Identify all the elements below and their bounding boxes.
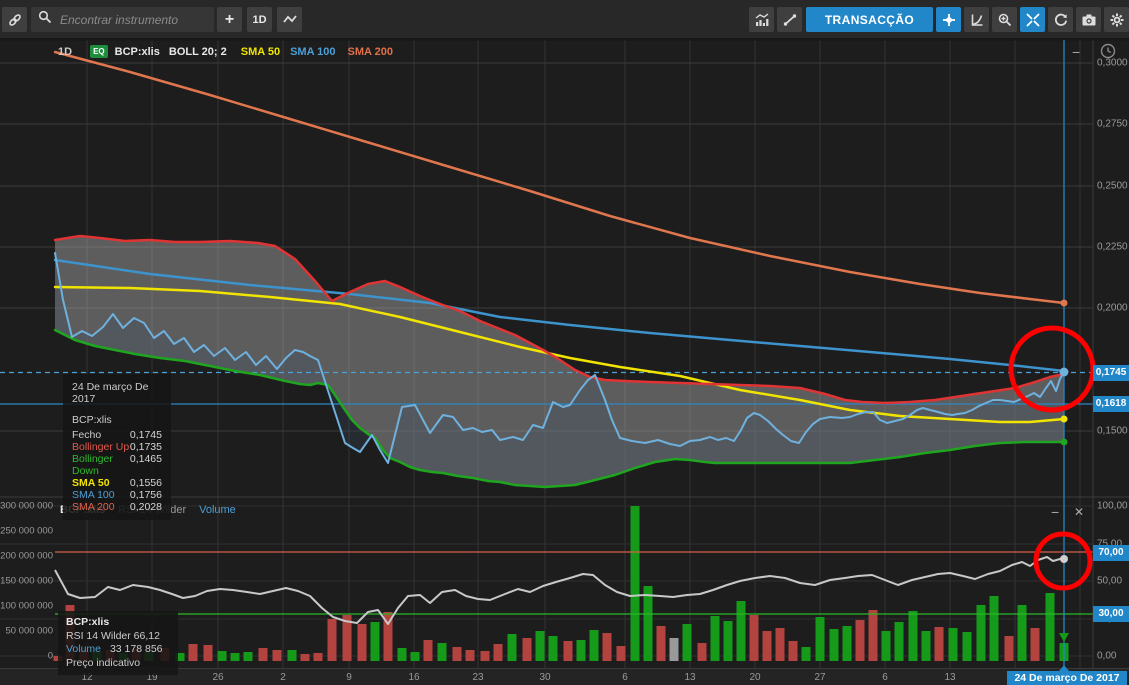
zoom-in-icon bbox=[997, 12, 1013, 28]
rsi-axis-tick: 75,00 bbox=[1097, 538, 1123, 550]
collapse-arrows-icon bbox=[1025, 12, 1041, 28]
price-axis-tick: 0,2000 bbox=[1097, 302, 1128, 314]
add-button[interactable]: + bbox=[217, 7, 242, 32]
date-badge-pointer bbox=[1059, 665, 1069, 671]
lower-tooltip-volume: Volume 33 178 856 bbox=[66, 643, 163, 655]
x-axis-label: 30 bbox=[539, 672, 551, 683]
gear-icon bbox=[1109, 12, 1125, 28]
volume-axis-tick: 250 000 000 bbox=[0, 525, 53, 537]
screenshot-button[interactable] bbox=[1076, 7, 1101, 32]
rsi-axis-badge: 30,00 bbox=[1093, 606, 1129, 622]
indicator-button[interactable] bbox=[749, 7, 774, 32]
legend-sma100[interactable]: SMA 100 bbox=[290, 45, 336, 58]
price-axis-tick: 0,1500 bbox=[1097, 425, 1128, 437]
instrument-search[interactable] bbox=[31, 7, 214, 32]
rsi-axis-badge: 70,00 bbox=[1093, 545, 1129, 561]
tooltip-row-sma50: SMA 50 0,1556 bbox=[72, 477, 162, 489]
price-axis-tick: 0,3000 bbox=[1097, 57, 1128, 69]
x-axis-label: 19 bbox=[146, 672, 158, 683]
clock-icon[interactable] bbox=[1099, 42, 1117, 65]
main-panel-minimize-button[interactable]: − bbox=[1072, 44, 1081, 60]
lower-panel-tooltip: BCP:xlis RSI 14 Wilder 66,12 Volume 33 1… bbox=[58, 611, 178, 675]
x-axis-label: 26 bbox=[212, 672, 224, 683]
x-axis-label: 12 bbox=[81, 672, 93, 683]
interval-button[interactable]: 1D bbox=[247, 7, 272, 32]
link-icon bbox=[7, 12, 23, 28]
trendline-icon bbox=[782, 12, 798, 28]
lower-tooltip-rsi: RSI 14 Wilder 66,12 bbox=[66, 629, 160, 642]
transaction-button[interactable]: TRANSACÇÃO bbox=[806, 7, 933, 32]
rsi-axis-tick: 100,00 bbox=[1097, 500, 1128, 512]
eq-badge: EQ bbox=[90, 45, 108, 58]
x-axis-label: 16 bbox=[408, 672, 420, 683]
chart-legend: 1D EQ BCP:xlis BOLL 20; 2 SMA 50 SMA 100… bbox=[58, 44, 393, 59]
main-chart-tooltip: 24 De março De 2017 BCP:xlis Fecho 0,174… bbox=[63, 374, 171, 520]
link-button[interactable] bbox=[2, 7, 27, 32]
top-toolbar: + 1D TRANSACÇÃO bbox=[0, 0, 1129, 39]
price-axis-badge: 0,1745 bbox=[1093, 365, 1129, 381]
lower-tooltip-note: Preço indicativo bbox=[66, 656, 141, 669]
search-icon bbox=[38, 10, 52, 29]
x-axis-label: 20 bbox=[749, 672, 761, 683]
x-axis-label: 6 bbox=[882, 672, 888, 683]
x-axis-label: 13 bbox=[944, 672, 956, 683]
legend-interval: 1D bbox=[58, 45, 73, 58]
x-axis-label: 27 bbox=[814, 672, 826, 683]
trendline-button[interactable] bbox=[777, 7, 802, 32]
legend-bollinger[interactable]: BOLL 20; 2 bbox=[168, 45, 227, 58]
tooltip-date: 24 De março De 2017 bbox=[72, 381, 149, 405]
lower-tooltip-symbol: BCP:xlis bbox=[66, 616, 110, 628]
price-axis-tick: 0,2750 bbox=[1097, 118, 1128, 130]
volume-axis-tick: 100 000 000 bbox=[0, 600, 53, 612]
line-style-button[interactable] bbox=[277, 7, 302, 32]
rsi-axis-tick: 0,00 bbox=[1097, 650, 1117, 662]
curve-tool-button[interactable] bbox=[964, 7, 989, 32]
tooltip-row-bollinger-down: Bollinger Down 0,1465 bbox=[72, 453, 162, 477]
x-axis-label: 6 bbox=[622, 672, 628, 683]
volume-axis-tick: 150 000 000 bbox=[0, 575, 53, 587]
lower-panel-minimize-button[interactable]: − bbox=[1051, 504, 1060, 520]
rsi-axis-tick: 50,00 bbox=[1097, 575, 1123, 587]
volume-axis-tick: 300 000 000 bbox=[0, 500, 53, 512]
legend-symbol[interactable]: BCP:xlis bbox=[114, 45, 160, 58]
volume-axis-tick: 0 bbox=[47, 650, 53, 662]
settings-button[interactable] bbox=[1104, 7, 1129, 32]
tooltip-row-fecho: Fecho 0,1745 bbox=[72, 429, 162, 441]
refresh-button[interactable] bbox=[1048, 7, 1073, 32]
camera-icon bbox=[1081, 12, 1097, 28]
x-axis-label: 23 bbox=[472, 672, 484, 683]
refresh-icon bbox=[1053, 12, 1069, 28]
tooltip-row-sma200: SMA 200 0,2028 bbox=[72, 501, 162, 513]
price-axis-tick: 0,2500 bbox=[1097, 180, 1128, 192]
search-input[interactable] bbox=[58, 11, 207, 28]
x-axis-label: 9 bbox=[346, 672, 352, 683]
legend-sma200[interactable]: SMA 200 bbox=[347, 45, 393, 58]
chart-indicator-icon bbox=[754, 12, 770, 28]
lower-panel-close-button[interactable]: ✕ bbox=[1074, 505, 1085, 519]
volume-axis-tick: 50 000 000 bbox=[5, 625, 53, 637]
lower-volume-label[interactable]: Volume bbox=[199, 504, 236, 516]
fit-screen-button[interactable] bbox=[1020, 7, 1045, 32]
tooltip-symbol: BCP:xlis bbox=[72, 414, 112, 426]
legend-sma50[interactable]: SMA 50 bbox=[240, 45, 281, 58]
crosshair-button[interactable] bbox=[936, 7, 961, 32]
tooltip-row-sma100: SMA 100 0,1756 bbox=[72, 489, 162, 501]
tooltip-row-bollinger-up: Bollinger Up 0,1735 bbox=[72, 441, 162, 453]
price-axis-badge: 0,1618 bbox=[1093, 396, 1129, 412]
volume-axis-tick: 200 000 000 bbox=[0, 550, 53, 562]
price-axis-tick: 0,2250 bbox=[1097, 241, 1128, 253]
wave-icon bbox=[282, 12, 298, 28]
curve-icon bbox=[969, 12, 985, 28]
x-axis-label: 2 bbox=[280, 672, 286, 683]
x-axis-date-badge: 24 De março De 2017 bbox=[1007, 671, 1127, 685]
crosshair-icon bbox=[941, 12, 957, 28]
x-axis-strip[interactable] bbox=[0, 668, 1129, 685]
zoom-in-button[interactable] bbox=[992, 7, 1017, 32]
x-axis-label: 13 bbox=[684, 672, 696, 683]
